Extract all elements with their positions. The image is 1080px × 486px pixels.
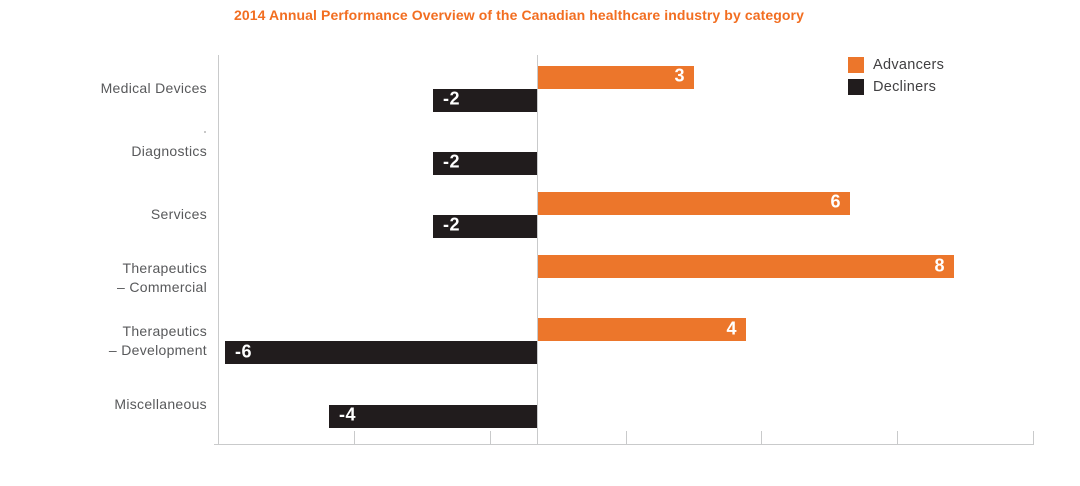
category-label-line: – Commercial: [117, 279, 207, 296]
bar-value-label: -2: [443, 88, 461, 109]
y-axis-line: [218, 55, 219, 445]
bar-value-label: 3: [674, 65, 685, 86]
chart-title: 2014 Annual Performance Overview of the …: [233, 7, 804, 23]
advancers-bar: 6: [538, 191, 850, 215]
advancers-bar: 4: [538, 318, 746, 342]
decliners-bar: -4: [329, 404, 537, 428]
category-label-line: Services: [150, 206, 207, 223]
bar-value-label: 6: [830, 192, 841, 213]
category-label-line: Therapeutics: [122, 260, 207, 277]
x-axis-line: [214, 444, 1034, 445]
category-label-line: Medical Devices: [100, 80, 207, 96]
legend-item-advancers: Advancers: [848, 57, 944, 73]
advancers-color-swatch: [848, 57, 864, 73]
decliners-bar: -2: [433, 88, 537, 112]
advancers-bar: 3: [538, 65, 694, 89]
category-label: Diagnostics: [0, 142, 207, 161]
decliners-color-swatch: [848, 79, 864, 95]
bar-value-label: 8: [934, 255, 945, 276]
x-axis-tick: [353, 431, 355, 444]
zero-baseline-gridline: [537, 55, 538, 444]
x-axis-tick: [625, 431, 627, 444]
category-label-line: Therapeutics: [122, 323, 207, 340]
legend: Advancers Decliners: [848, 57, 944, 101]
bar-value-label: -4: [339, 404, 357, 425]
advancers-bar: 8: [538, 255, 954, 279]
category-label: Medical Devices: [0, 79, 207, 98]
advancers-legend-label: Advancers: [873, 57, 945, 73]
bar-value-label: 4: [726, 318, 737, 339]
decliners-bar: -2: [433, 214, 537, 238]
decliners-bar: -2: [433, 151, 537, 175]
category-label-line: – Development: [108, 342, 207, 359]
decliners-legend-label: Decliners: [873, 79, 937, 95]
x-axis-tick: [1033, 431, 1034, 444]
decliners-bar: -6: [225, 341, 537, 365]
bar-value-label: -6: [235, 341, 253, 362]
x-axis-tick: [218, 431, 219, 444]
category-label-line: Diagnostics: [131, 143, 207, 160]
category-label: Therapeutics – Commercial: [0, 259, 207, 297]
category-label: Services: [0, 205, 207, 224]
stray-dot: [204, 131, 206, 133]
x-axis-tick: [897, 431, 899, 444]
category-label-line: Miscellaneous: [114, 396, 207, 412]
legend-item-decliners: Decliners: [848, 79, 944, 95]
category-label: Therapeutics – Development: [0, 322, 207, 360]
x-axis-tick: [489, 431, 491, 444]
category-label: Miscellaneous: [0, 395, 207, 414]
x-axis-tick: [761, 431, 763, 444]
bar-value-label: -2: [443, 215, 461, 236]
bar-value-label: -2: [443, 151, 461, 172]
